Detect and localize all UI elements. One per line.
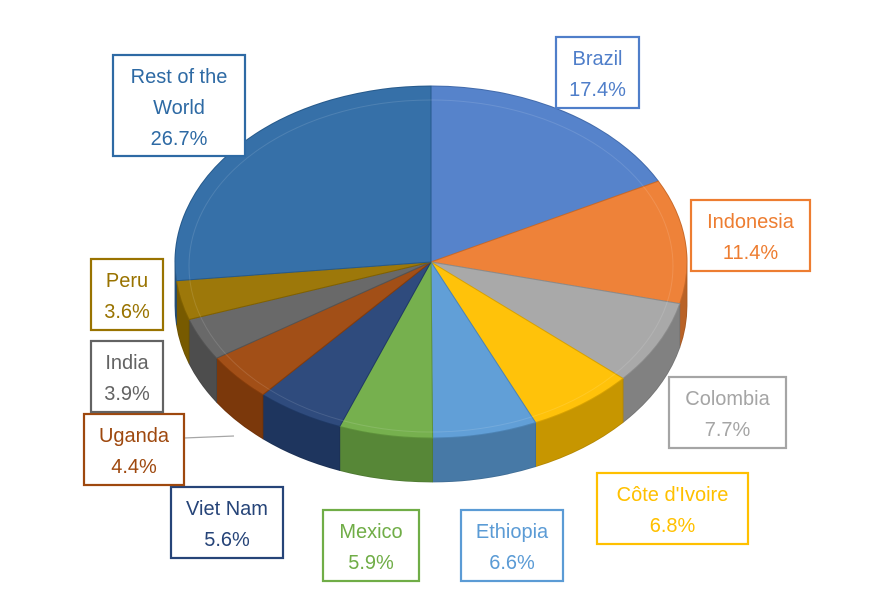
data-label-name: Viet Nam [186,498,268,520]
leader-line-uganda [183,435,235,439]
data-label-box [111,53,247,158]
slice-indonesia[interactable] [429,180,688,305]
data-label-name: Uganda [99,425,170,447]
data-label-mexico: Mexico 5.9% [321,508,421,583]
data-labels: Brazil 17.4% Indonesia 11.4% Colombia 7.7% Côt… [82,35,812,583]
data-label-box [595,471,750,546]
data-label-peru: Peru 3.6% [89,257,165,332]
data-label-box [89,257,165,332]
data-label-value: 11.4% [723,242,778,264]
data-label-name: Indonesia [707,211,795,233]
pie-rim-highlight [188,99,674,433]
data-label-value: 5.9% [348,552,394,574]
data-label-value: 3.6% [104,301,150,323]
data-label-value: 3.9% [104,383,150,405]
data-label-rest-of-the-world: Rest of the World 26.7% [111,53,247,158]
data-label-name: World [153,97,205,119]
data-label-viet-nam: Viet Nam 5.6% [169,485,285,560]
data-label-name: Colombia [685,388,770,410]
slice-c-te-d-ivoire[interactable] [430,261,624,424]
data-label-box [459,508,565,583]
data-label-box [554,35,641,110]
data-label-name: Côte d'Ivoire [617,484,729,506]
slice-brazil[interactable] [430,85,660,263]
data-label-name: Rest of the [131,66,228,88]
data-label-value: 7.7% [705,419,751,441]
data-label-name: Ethiopia [476,521,549,543]
leader-lines [183,435,235,439]
pie-sides [174,261,688,483]
data-label-box [689,198,812,273]
data-label-box [169,485,285,560]
slice-colombia[interactable] [430,261,681,379]
data-label-indonesia: Indonesia 11.4% [689,198,812,273]
data-label-box [82,412,186,487]
data-label-name: Mexico [339,521,402,543]
data-label-brazil: Brazil 17.4% [554,35,641,110]
data-label-name: Peru [106,270,148,292]
data-label-uganda: Uganda 4.4% [82,412,186,487]
data-label-value: 5.6% [204,529,250,551]
data-label-box [321,508,421,583]
data-label-box [89,339,165,414]
data-label-ethiopia: Ethiopia 6.6% [459,508,565,583]
data-label-value: 6.6% [489,552,535,574]
data-label-colombia: Colombia 7.7% [667,375,788,450]
data-label-box [667,375,788,450]
data-label-name: Brazil [572,48,622,70]
data-label-value: 4.4% [111,456,157,478]
data-label-india: India 3.9% [89,339,165,414]
data-label-value: 26.7% [151,128,208,150]
data-label-name: India [105,352,149,374]
data-label-value: 6.8% [650,515,696,537]
pie-tops [174,85,688,439]
data-label-c-te-d-ivoire: Côte d'Ivoire 6.8% [595,471,750,546]
data-label-value: 17.4% [569,79,626,101]
